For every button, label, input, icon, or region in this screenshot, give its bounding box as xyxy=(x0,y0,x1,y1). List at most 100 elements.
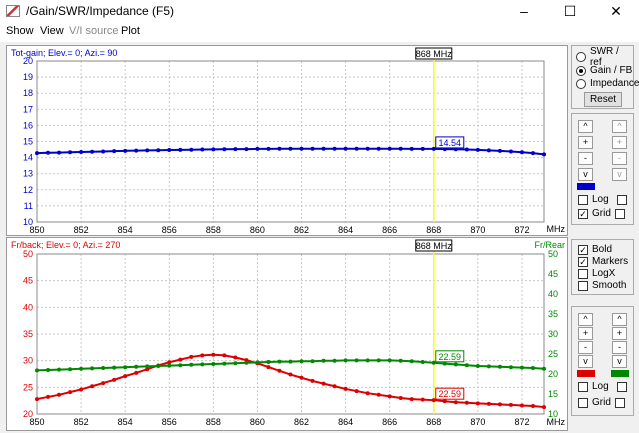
radio-swr[interactable]: SWR / ref xyxy=(576,46,633,68)
app-icon xyxy=(6,5,20,17)
menu-vi-source[interactable]: V/I source xyxy=(69,25,119,37)
maximize-button[interactable]: ☐ xyxy=(563,3,577,19)
data-point xyxy=(431,360,436,365)
radio-impedance[interactable]: Impedance xyxy=(576,77,639,90)
data-point xyxy=(519,150,524,155)
fb-scroll-up-left-button[interactable]: ^ xyxy=(578,313,593,326)
smooth-checkbox[interactable] xyxy=(578,280,588,291)
x-tick-label: 872 xyxy=(514,417,529,427)
fb-log-checkbox-row[interactable]: Log xyxy=(578,381,631,392)
data-point xyxy=(409,146,414,151)
grid-checkbox-row[interactable]: ✓ Grid xyxy=(578,208,629,219)
minimize-button[interactable]: – xyxy=(520,3,528,19)
data-point xyxy=(464,363,469,368)
frontback-plot[interactable]: 850 852 854 856 858 860 862 864 866 868 870 872 20 25… xyxy=(6,237,568,431)
logx-checkbox[interactable] xyxy=(578,268,588,279)
data-point xyxy=(189,354,194,359)
scroll-down-right-button[interactable]: v xyxy=(612,168,627,181)
right-axis-label: Fr/Rear xyxy=(534,240,565,250)
y-right-tick-label: 40 xyxy=(548,289,558,299)
gain-plot[interactable]: 850 852 854 856 858 860 862 864 866 868 870 872 10 11… xyxy=(6,45,568,236)
data-point xyxy=(101,366,106,370)
smooth-checkbox-row[interactable]: Smooth xyxy=(578,280,626,291)
left-series-color-swatch[interactable] xyxy=(577,370,595,377)
y-tick-label: 17 xyxy=(23,104,33,114)
menu-view[interactable]: View xyxy=(40,25,64,37)
data-point xyxy=(145,367,150,372)
close-button[interactable]: ✕ xyxy=(610,3,622,19)
data-point xyxy=(321,146,326,151)
data-point xyxy=(288,146,293,151)
fb-zoom-out-left-button[interactable]: - xyxy=(578,341,593,354)
markers-checkbox[interactable]: ✓ xyxy=(578,256,588,267)
grid-checkbox[interactable]: ✓ xyxy=(578,208,588,219)
data-point xyxy=(464,147,469,152)
scroll-down-left-button[interactable]: v xyxy=(578,168,593,181)
reset-button[interactable]: Reset xyxy=(584,92,622,107)
chart-title: Tot-gain; Elev.= 0; Azi.= 90 xyxy=(11,48,117,58)
log-checkbox-row[interactable]: Log xyxy=(578,194,631,205)
scroll-up-right-button[interactable]: ^ xyxy=(612,120,627,133)
fb-grid-checkbox[interactable] xyxy=(578,397,588,408)
data-point xyxy=(387,394,392,399)
grid-checkbox-right[interactable] xyxy=(614,208,625,219)
zoom-in-right-button[interactable]: + xyxy=(612,136,627,149)
fb-scroll-up-right-button[interactable]: ^ xyxy=(612,313,627,326)
log-checkbox-right[interactable] xyxy=(616,194,627,205)
bold-checkbox-row[interactable]: ✓ Bold xyxy=(578,244,612,255)
menu-show[interactable]: Show xyxy=(6,25,34,37)
x-tick-label: 862 xyxy=(294,417,309,427)
x-tick-label: 870 xyxy=(470,417,485,427)
fb-grid-checkbox-row[interactable]: Grid xyxy=(578,397,629,408)
bold-checkbox[interactable]: ✓ xyxy=(578,244,588,255)
zoom-out-right-button[interactable]: - xyxy=(612,152,627,165)
fb-scroll-down-left-button[interactable]: v xyxy=(578,355,593,368)
data-point xyxy=(134,370,139,375)
data-point xyxy=(244,147,249,152)
radio-swr-circle[interactable] xyxy=(576,51,586,62)
data-point xyxy=(46,150,51,155)
data-point xyxy=(530,366,535,370)
data-point xyxy=(266,360,271,364)
radio-gain[interactable]: Gain / FB xyxy=(576,64,632,77)
data-point xyxy=(365,146,370,151)
zoom-in-left-button[interactable]: + xyxy=(578,136,593,149)
fb-zoom-out-right-button[interactable]: - xyxy=(612,341,627,354)
fb-log-checkbox-right[interactable] xyxy=(616,381,627,392)
radio-impedance-circle[interactable] xyxy=(576,78,586,89)
y-tick-label: 19 xyxy=(23,72,33,82)
x-tick-label: 856 xyxy=(162,225,177,235)
data-point xyxy=(299,375,304,380)
fb-log-checkbox[interactable] xyxy=(578,381,588,392)
data-point xyxy=(255,146,260,151)
data-point xyxy=(310,378,315,383)
radio-gain-label: Gain / FB xyxy=(590,65,633,76)
data-point xyxy=(112,365,117,370)
menu-plot[interactable]: Plot xyxy=(121,25,140,37)
data-point xyxy=(343,146,348,151)
right-series-color-swatch[interactable] xyxy=(611,370,629,377)
fb-zoom-in-left-button[interactable]: + xyxy=(578,327,593,340)
fb-scroll-down-right-button[interactable]: v xyxy=(612,355,627,368)
markers-checkbox-row[interactable]: ✓ Markers xyxy=(578,256,628,267)
data-point xyxy=(530,404,535,408)
series-color-swatch[interactable] xyxy=(577,183,595,190)
data-point xyxy=(542,405,546,410)
radio-gain-circle[interactable] xyxy=(576,65,586,76)
data-point xyxy=(200,147,205,152)
log-checkbox[interactable] xyxy=(578,194,588,205)
data-point xyxy=(376,358,381,363)
data-point xyxy=(68,150,73,155)
logx-checkbox-row[interactable]: LogX xyxy=(578,268,615,279)
y-tick-label: 10 xyxy=(23,217,33,227)
data-point xyxy=(486,364,491,369)
y-tick-label: 20 xyxy=(23,409,33,419)
x-tick-label: 872 xyxy=(514,225,529,235)
data-point xyxy=(244,360,249,365)
fb-zoom-in-right-button[interactable]: + xyxy=(612,327,627,340)
scroll-up-left-button[interactable]: ^ xyxy=(578,120,593,133)
y-right-tick-label: 30 xyxy=(548,329,558,339)
fb-grid-checkbox-right[interactable] xyxy=(614,397,625,408)
zoom-out-left-button[interactable]: - xyxy=(578,152,593,165)
data-point xyxy=(508,365,513,370)
